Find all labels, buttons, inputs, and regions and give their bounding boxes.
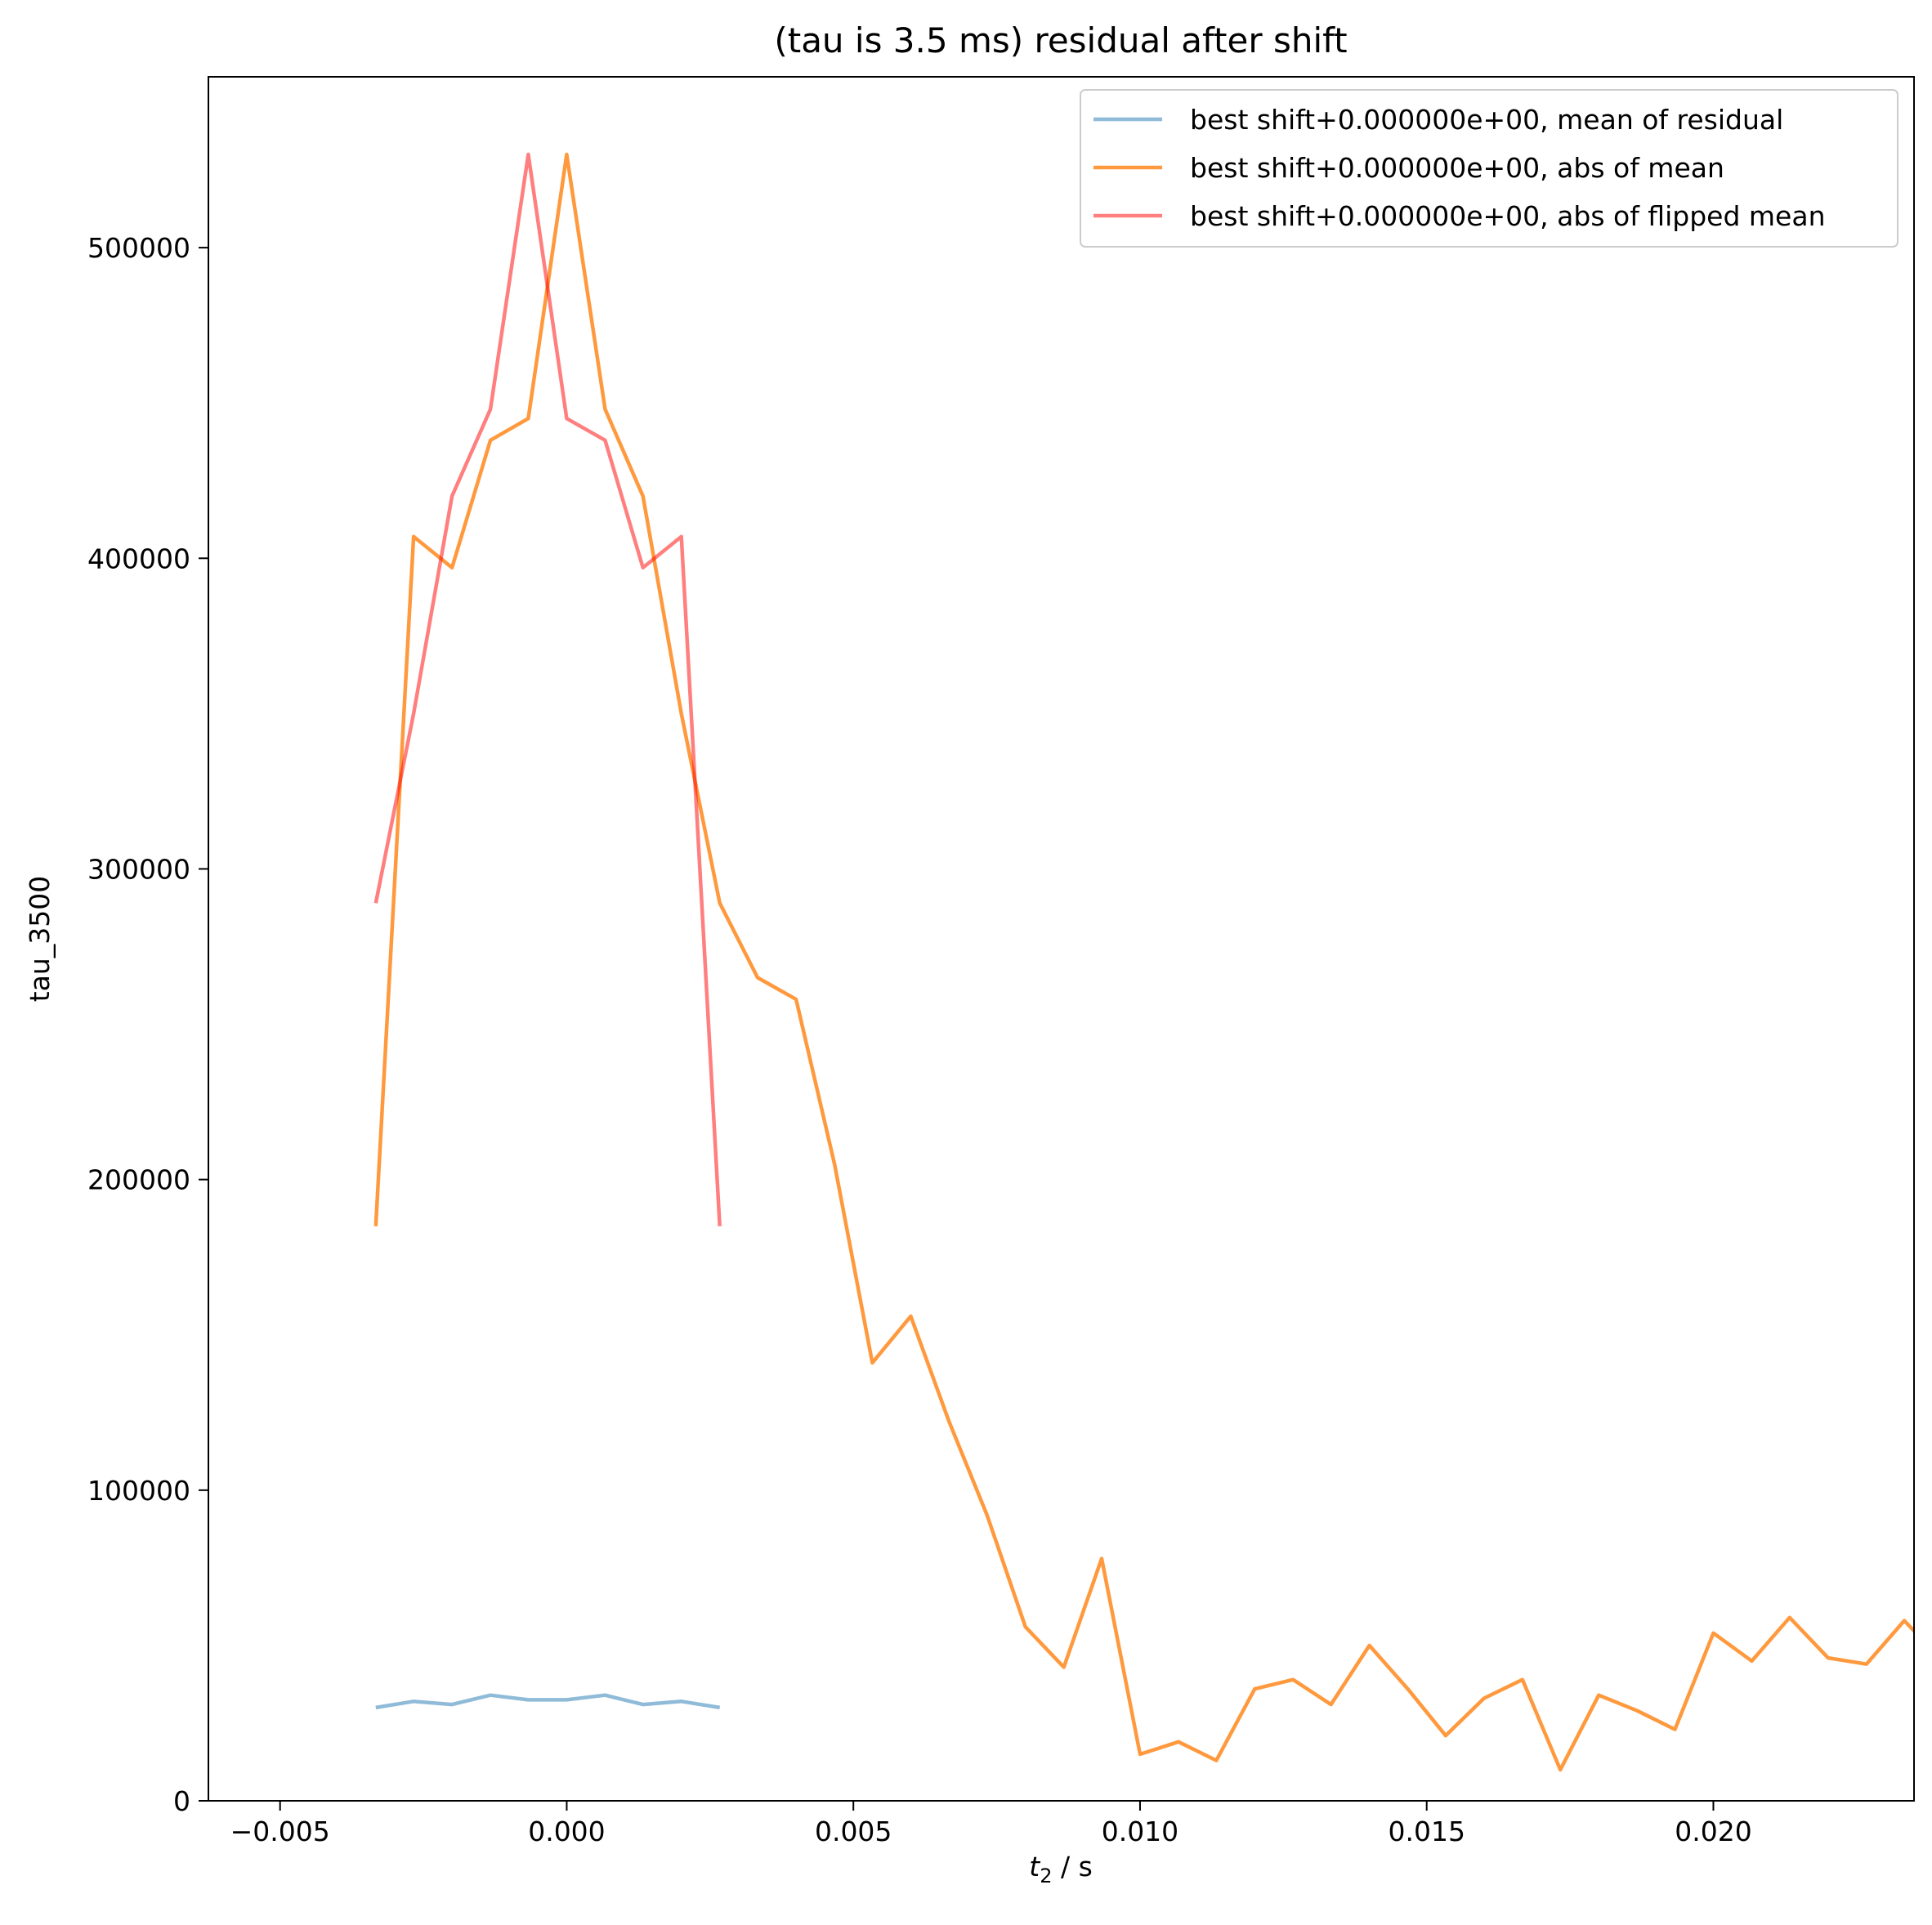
x-axis-label-unit: / s [1052,1851,1092,1883]
y-tick-label: 200000 [87,1164,190,1196]
y-tick-label: 300000 [87,853,190,885]
legend: best shift+0.000000e+00, mean of residua… [1080,89,1898,248]
x-axis-label-variable: t [1029,1851,1040,1883]
x-tick-label: 0.010 [1102,1816,1178,1847]
x-axis-label-subscript: 2 [1040,1865,1052,1887]
y-tick-label: 500000 [87,232,190,264]
series-line-3 [373,152,722,1226]
y-tick-label: 100000 [87,1475,190,1507]
y-tick-label: 400000 [87,543,190,574]
x-tick-label: 0.000 [528,1816,605,1847]
chart-title: (tau is 3.5 ms) residual after shift [774,20,1347,60]
y-tick-label: 0 [173,1785,190,1817]
x-tick-label: −0.005 [230,1816,330,1847]
legend-label-2: best shift+0.000000e+00, abs of mean [1190,152,1724,184]
legend-label-1: best shift+0.000000e+00, mean of residua… [1190,104,1783,136]
series-layer [373,152,1914,1772]
y-axis-ticks: 0 100000 200000 300000 400000 500000 [87,232,208,1817]
x-tick-label: 0.015 [1388,1816,1465,1847]
x-axis-label: t2 / s [1029,1851,1093,1887]
legend-label-3: best shift+0.000000e+00, abs of flipped … [1190,200,1825,232]
plot-frame [208,76,1915,1802]
x-tick-label: 0.005 [815,1816,892,1847]
legend-frame [1080,89,1898,248]
series-line-2 [373,152,1914,1772]
y-axis-label: tau_3500 [24,876,56,1003]
x-axis-ticks: −0.005 0.000 0.005 0.010 0.015 0.020 [230,1801,1752,1847]
series-line-1 [375,1693,721,1710]
x-tick-label: 0.020 [1675,1816,1751,1847]
